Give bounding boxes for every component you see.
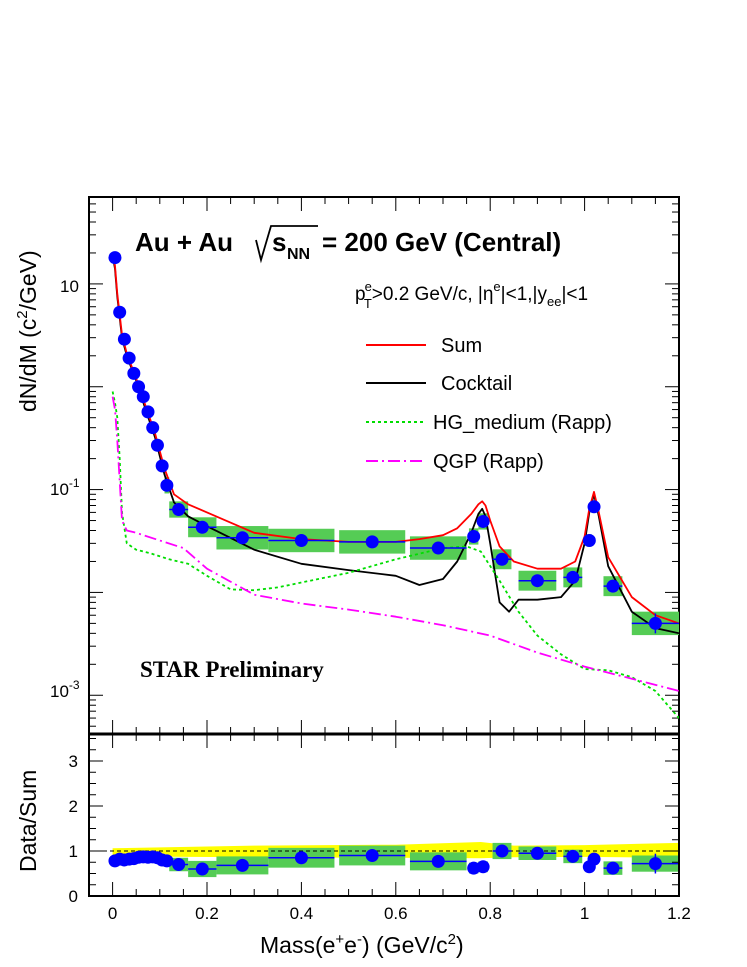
- x-axis-title: Mass(e+e-) (GeV/c2): [260, 931, 464, 958]
- data-point: [160, 478, 174, 492]
- sqrt-symbol: [255, 225, 318, 264]
- ratio-point: [476, 860, 490, 874]
- ytick-1e-3-base: 10: [50, 682, 69, 701]
- lower-y-axis-title: Data/Sum: [15, 770, 41, 872]
- upper-x-ticks: [88, 197, 680, 734]
- ratio-point: [172, 858, 186, 871]
- ratio-point: [160, 854, 174, 868]
- ratio-point: [495, 844, 509, 858]
- legend-item-cocktail: Cocktail: [366, 373, 512, 395]
- data-point: [136, 390, 150, 404]
- lower-ytick-label: 1: [69, 842, 78, 861]
- upper-y-axis-title: dN/dM (c2/GeV): [14, 250, 41, 412]
- curve-cocktail: [111, 255, 679, 635]
- data-point: [495, 552, 509, 566]
- xtick-label: 1.2: [667, 904, 691, 923]
- svg-text:Sum: Sum: [441, 335, 482, 357]
- ytick-label-1e-3: 10-3: [50, 678, 80, 701]
- data-point: [113, 305, 127, 319]
- kinematic-cuts: pe T>0.2 GeV/c, |ηe|<1,|yee|<1: [355, 279, 588, 311]
- lower-y-ticks: 0 1 2 3: [69, 738, 679, 906]
- xtick-label: 0.4: [290, 904, 314, 923]
- upper-y-ticks: [89, 196, 679, 727]
- svg-text:QGP (Rapp): QGP (Rapp): [433, 451, 544, 473]
- watermark-star-preliminary: STAR Preliminary: [140, 657, 324, 682]
- upper-model-curves: [111, 252, 679, 719]
- upper-error-bars: [112, 256, 679, 634]
- ytick-1e-1-base: 10: [50, 480, 69, 499]
- data-point: [117, 332, 131, 346]
- curve-sum: [111, 252, 679, 625]
- ytick-1e-3-exp: -3: [69, 678, 80, 692]
- legend-item-qgp: QGP (Rapp): [366, 451, 544, 473]
- xtick-label: 0.8: [478, 904, 502, 923]
- data-point: [365, 535, 379, 549]
- data-point: [606, 579, 620, 593]
- ratio-point: [566, 849, 580, 863]
- ratio-point: [606, 861, 620, 875]
- ytick-label-1e-1: 10-1: [50, 476, 80, 499]
- data-point: [530, 574, 544, 588]
- xtick-label: 0.6: [384, 904, 408, 923]
- data-point: [132, 380, 146, 394]
- title-collision: Au + Au: [135, 227, 233, 257]
- lower-ytick-label: 0: [69, 887, 78, 906]
- ratio-point: [431, 854, 445, 868]
- data-point: [150, 438, 164, 452]
- upper-panel: 10 10-1 10-3 dN/dM (c2/GeV) Au + Au s NN…: [14, 196, 680, 735]
- xtick-label: 0.2: [195, 904, 219, 923]
- legend-item-hg-medium: HG_medium (Rapp): [366, 412, 612, 434]
- ratio-point: [294, 851, 308, 865]
- curve-qgp-rapp: [111, 396, 679, 692]
- ratio-point: [365, 849, 379, 862]
- data-point: [127, 366, 141, 380]
- data-point: [467, 529, 481, 543]
- data-point: [648, 616, 662, 630]
- data-point: [172, 503, 186, 517]
- ytick-10-base: 10: [60, 277, 79, 296]
- upper-data-points: [108, 251, 662, 630]
- legend: Sum Cocktail HG_medium (Rapp) QGP (Rapp): [366, 335, 612, 473]
- lower-x-ticks: 0 0.2 0.4 0.6 0.8 1 1.2: [88, 734, 691, 923]
- data-point: [235, 531, 249, 545]
- title-energy-symbol: s: [272, 227, 286, 257]
- ratio-point: [235, 858, 249, 872]
- lower-panel: 0 1 2 3 0 0.2 0.4 0.6 0.8 1 1.2 Data/Sum Mass(e+e…: [15, 732, 691, 958]
- data-point: [141, 405, 155, 419]
- data-point: [587, 500, 601, 514]
- data-point: [566, 570, 580, 584]
- ratio-point: [530, 846, 544, 860]
- ratio-data-points: [108, 844, 662, 876]
- svg-text:HG_medium (Rapp): HG_medium (Rapp): [433, 412, 612, 434]
- upper-plot-frame: [88, 196, 680, 735]
- data-point: [146, 421, 160, 435]
- svg-text:Cocktail: Cocktail: [441, 373, 512, 395]
- ytick-1e-1-exp: -1: [69, 476, 80, 490]
- data-point: [476, 514, 490, 528]
- xtick-label: 0: [108, 904, 117, 923]
- ratio-point: [195, 862, 209, 876]
- xtick-label: 1: [580, 904, 589, 923]
- data-point: [122, 351, 136, 365]
- chart-title: Au + Au s NN = 200 GeV (Central): [135, 225, 561, 264]
- data-point: [582, 533, 596, 547]
- title-energy-value: = 200 GeV (Central): [322, 227, 561, 257]
- lower-ytick-label: 2: [69, 797, 78, 816]
- lower-ytick-label: 3: [69, 752, 78, 771]
- ytick-label-10: 10: [60, 277, 79, 296]
- title-energy-subscript: NN: [287, 246, 310, 263]
- data-point: [108, 251, 122, 265]
- data-point: [431, 541, 445, 555]
- data-point: [195, 520, 209, 534]
- ratio-point: [587, 852, 601, 866]
- legend-item-sum: Sum: [366, 335, 482, 357]
- data-point: [155, 459, 169, 473]
- data-point: [294, 533, 308, 547]
- ratio-point: [648, 857, 662, 871]
